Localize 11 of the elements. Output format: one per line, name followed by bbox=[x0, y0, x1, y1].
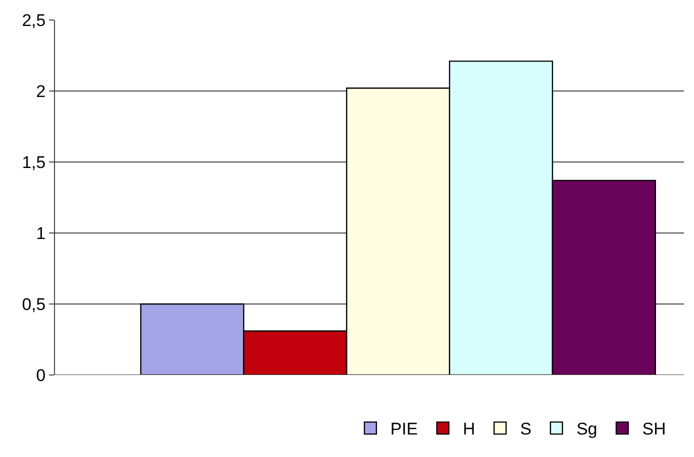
y-tick-label: 1 bbox=[36, 224, 46, 243]
legend-label: Sg bbox=[576, 420, 598, 439]
y-tick-label: 2 bbox=[36, 82, 46, 101]
y-tick-label: 1,5 bbox=[22, 152, 46, 172]
legend-label: H bbox=[462, 420, 476, 439]
legend-label: S bbox=[520, 420, 532, 439]
legend-label: SH bbox=[642, 420, 666, 439]
y-tick-label: 0 bbox=[36, 366, 46, 385]
y-tick-label: 0,5 bbox=[22, 294, 46, 314]
legend-label: PIE bbox=[390, 420, 418, 439]
y-tick-label: 2,5 bbox=[22, 10, 46, 30]
